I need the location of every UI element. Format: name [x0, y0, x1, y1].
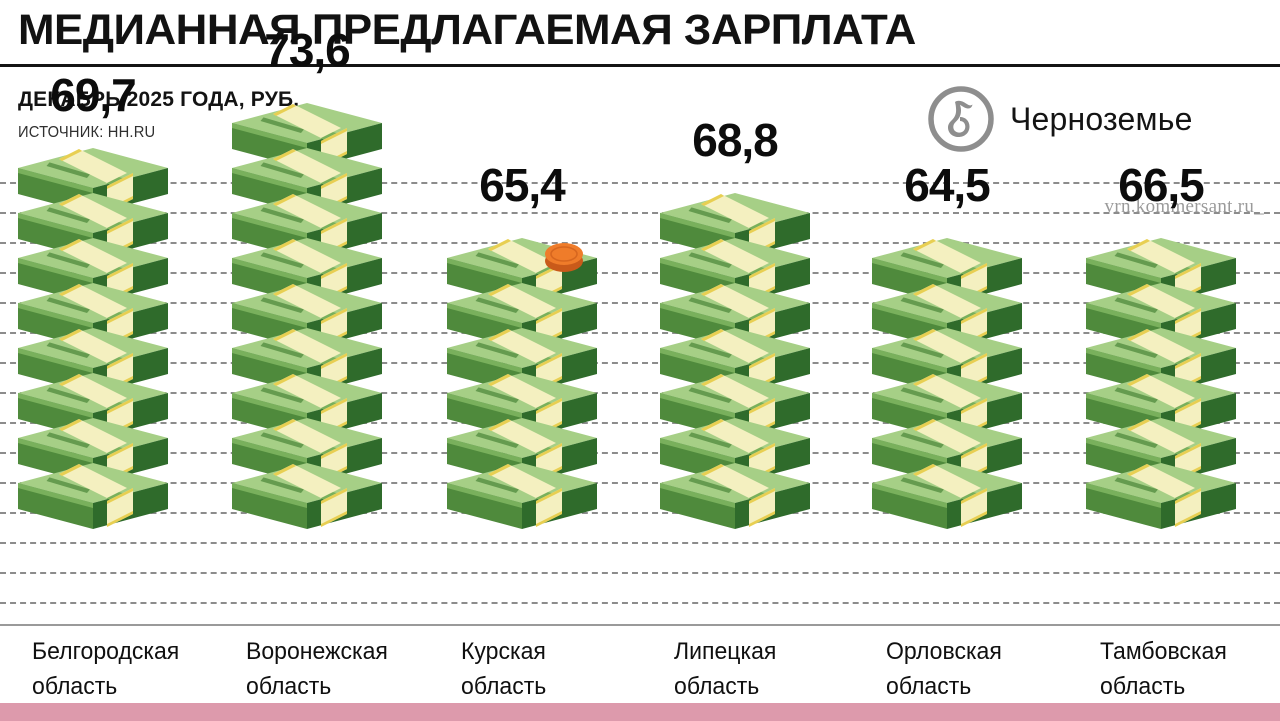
title-divider [0, 64, 1280, 67]
money-stack [872, 214, 1022, 529]
gridline [0, 422, 1280, 424]
gridline [0, 242, 1280, 244]
axis-labels: Белгородская область Воронежская область Кур… [0, 626, 1280, 703]
gridline [0, 332, 1280, 334]
axis-label-2: Воронежская область [246, 634, 388, 704]
source-note: ИСТОЧНИК: HH.RU [18, 124, 156, 141]
axis-label-line2: область [1100, 673, 1186, 700]
gridline [0, 452, 1280, 454]
subtitle: ДЕКАБРЬ 2025 ГОДА, РУБ. [18, 88, 300, 111]
gridline [0, 212, 1280, 214]
footer-strip [0, 703, 1280, 721]
axis-label-line1: Орловская [886, 638, 1002, 665]
bar-group: 73,6 [232, 24, 382, 529]
money-stack [660, 169, 810, 529]
kommersant-hard-sign-logo-icon [925, 83, 997, 155]
gridline [0, 392, 1280, 394]
bar-value-label: 73,6 [264, 24, 351, 76]
money-stack [232, 79, 382, 529]
gridline [0, 182, 1280, 184]
brand: Черноземье [925, 83, 1193, 155]
bar-value-label: 65,4 [479, 159, 566, 211]
gridline [0, 572, 1280, 574]
axis-label-line1: Воронежская [246, 638, 388, 665]
axis-label-3: Курская область [461, 634, 546, 704]
bar-group: 69,7 [18, 69, 168, 529]
gridline [0, 302, 1280, 304]
axis-label-line2: область [32, 673, 118, 700]
bar-value-label: 69,7 [50, 69, 137, 121]
site-url: vrn.kommersant.ru_ [1104, 196, 1264, 217]
axis-label-line1: Белгородская [32, 638, 180, 665]
axis-label-6: Тамбовская область [1100, 634, 1227, 704]
axis-label-line1: Курская [461, 638, 546, 665]
bar-value-label: 64,5 [904, 159, 991, 211]
gridline [0, 602, 1280, 604]
axis-label-line1: Липецкая [674, 638, 777, 665]
gridline [0, 542, 1280, 544]
axis-label-line1: Тамбовская [1100, 638, 1227, 665]
bar-value-label: 66,5 [1118, 159, 1205, 211]
gridline [0, 512, 1280, 514]
bar-group: 64,5 [872, 159, 1022, 529]
gridline [0, 272, 1280, 274]
gridline [0, 362, 1280, 364]
bar-group: 65,4 [447, 159, 597, 529]
axis-label-line2: область [674, 673, 760, 700]
money-stack [447, 214, 597, 529]
bar-group: 66,5 [1086, 159, 1236, 529]
axis-baseline [0, 624, 1280, 626]
axis-label-4: Липецкая область [674, 634, 776, 704]
chart-plot-area: 69,7 73,6 65,4 68,8 64,5 66,5 [0, 24, 1280, 626]
page-title: МЕДИАННАЯ ПРЕДЛАГАЕМАЯ ЗАРПЛАТА [18, 6, 916, 54]
axis-label-line2: область [886, 673, 972, 700]
header: МЕДИАННАЯ ПРЕДЛАГАЕМАЯ ЗАРПЛАТА [0, 0, 1280, 67]
gridline [0, 482, 1280, 484]
axis-label-1: Белгородская область [32, 634, 179, 704]
brand-name: Черноземье [1010, 100, 1193, 137]
money-stack [18, 124, 168, 529]
axis-label-line2: область [246, 673, 332, 700]
axis-label-line2: область [461, 673, 547, 700]
bar-group: 68,8 [660, 114, 810, 529]
axis-label-5: Орловская область [886, 634, 1002, 704]
gridlines [0, 182, 1280, 604]
bar-value-label: 68,8 [692, 114, 779, 166]
money-stack [1086, 214, 1236, 529]
